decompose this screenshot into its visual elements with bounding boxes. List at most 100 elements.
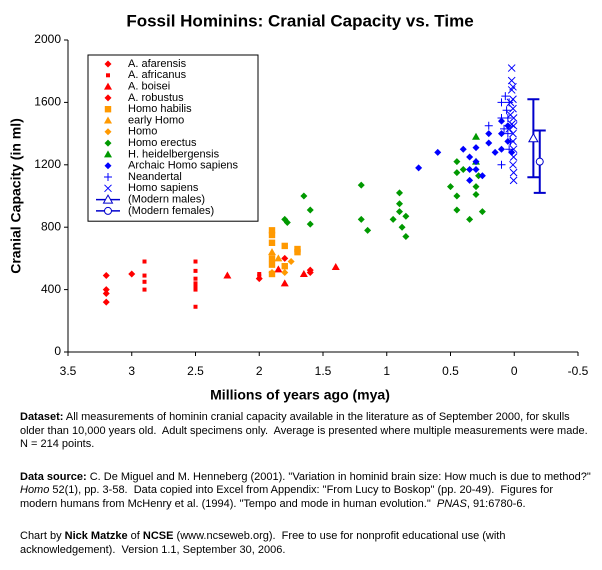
point: [396, 208, 403, 216]
legend-marker: [104, 139, 112, 147]
note-paragraph: Data source: C. De Miguel and M. Hennebe…: [20, 471, 592, 512]
point: [268, 255, 276, 262]
legend-label: Homo: [128, 126, 157, 138]
point: [142, 259, 147, 264]
point: [472, 158, 480, 166]
point: [281, 242, 288, 250]
point: [268, 231, 276, 239]
point: [509, 168, 518, 177]
legend-marker: [104, 150, 112, 158]
point: [102, 286, 110, 294]
legend-label: Homo erectus: [128, 137, 197, 149]
legend-label: Homo sapiens: [128, 182, 199, 194]
point: [257, 272, 262, 276]
legend-label: early Homo: [128, 114, 184, 126]
point: [268, 239, 276, 246]
point: [466, 215, 474, 223]
series: [223, 262, 340, 287]
series: [527, 98, 540, 179]
y-tick-label: 0: [54, 344, 61, 358]
legend-label: A. africanus: [128, 69, 187, 81]
point: [193, 287, 198, 292]
point: [193, 281, 198, 286]
point: [357, 181, 365, 189]
legend-label: Neandertal: [128, 171, 182, 183]
series: [102, 270, 136, 306]
point: [475, 172, 483, 180]
legend-label: H. heidelbergensis: [128, 148, 220, 160]
legend-marker: [104, 116, 112, 124]
point: [507, 76, 516, 85]
point: [434, 148, 442, 156]
point: [281, 263, 288, 270]
legend-label: A. afarensis: [128, 58, 187, 70]
point: [472, 144, 480, 152]
point: [466, 176, 474, 184]
legend-marker: [104, 173, 112, 181]
point: [505, 145, 514, 154]
note-text: of: [127, 530, 143, 542]
point: [331, 262, 340, 270]
point: [283, 219, 291, 227]
note-text: Data source:: [20, 470, 87, 483]
legend-marker: [104, 60, 112, 68]
x-tick-label: 2: [256, 364, 263, 378]
point: [357, 215, 365, 223]
legend-label: Homo habilis: [128, 103, 192, 115]
point: [281, 254, 289, 262]
point: [193, 259, 198, 264]
legend-box: [87, 54, 259, 222]
note-text: PNAS: [436, 497, 467, 510]
x-tick-label: 1.5: [315, 364, 332, 378]
point: [364, 226, 372, 234]
point: [507, 86, 516, 94]
series: [281, 158, 486, 241]
point: [509, 129, 517, 138]
point: [223, 271, 232, 279]
point: [402, 212, 410, 220]
note-paragraph: Dataset: All measurements of hominin cra…: [20, 411, 592, 452]
point: [484, 121, 493, 130]
x-tick-label: 0: [511, 364, 518, 378]
point: [485, 139, 493, 147]
note-text: Homo: [20, 484, 50, 496]
point: [509, 104, 517, 113]
point: [294, 248, 301, 256]
point: [268, 268, 276, 276]
point: [509, 153, 518, 161]
point: [459, 145, 467, 153]
point: [528, 132, 539, 143]
point: [453, 206, 461, 214]
point: [498, 130, 505, 138]
legend-marker: [104, 106, 112, 113]
point: [453, 158, 461, 166]
point: [472, 183, 480, 191]
x-tick-label: 0.5: [442, 364, 459, 378]
point: [447, 183, 454, 191]
point: [389, 215, 397, 223]
series: [505, 64, 518, 185]
point: [396, 200, 403, 208]
point: [398, 223, 406, 231]
point: [402, 233, 410, 241]
point: [472, 132, 480, 140]
point: [509, 137, 517, 146]
x-tick-label: 2.5: [187, 364, 204, 378]
point: [142, 273, 147, 278]
point: [453, 192, 461, 200]
point: [102, 272, 110, 280]
point: [466, 153, 474, 161]
legend-marker: [102, 194, 114, 204]
point: [102, 298, 110, 306]
series: [415, 117, 516, 184]
note-text: Nick Matzke: [64, 530, 128, 542]
point: [268, 248, 276, 256]
point: [193, 284, 198, 289]
series: [255, 254, 314, 283]
legend-label: Archaic Homo sapiens: [128, 160, 239, 172]
y-tick-label: 400: [41, 282, 61, 296]
y-tick-label: 2000: [34, 32, 61, 46]
legend-marker: [104, 82, 112, 90]
point: [509, 176, 518, 185]
